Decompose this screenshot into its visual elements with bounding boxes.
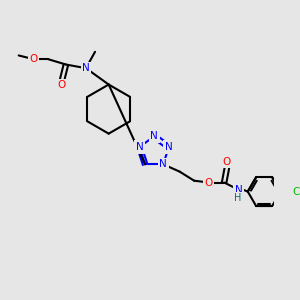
Text: O: O bbox=[223, 157, 231, 166]
Text: O: O bbox=[205, 178, 213, 188]
Text: N: N bbox=[136, 142, 143, 152]
Text: N: N bbox=[165, 142, 173, 152]
Text: N: N bbox=[159, 159, 167, 169]
Text: Cl: Cl bbox=[292, 187, 300, 196]
Text: N: N bbox=[235, 185, 243, 195]
Text: O: O bbox=[29, 54, 37, 64]
Text: N: N bbox=[150, 131, 158, 141]
Text: H: H bbox=[234, 193, 242, 203]
Text: N: N bbox=[82, 63, 90, 73]
Text: O: O bbox=[57, 80, 65, 90]
